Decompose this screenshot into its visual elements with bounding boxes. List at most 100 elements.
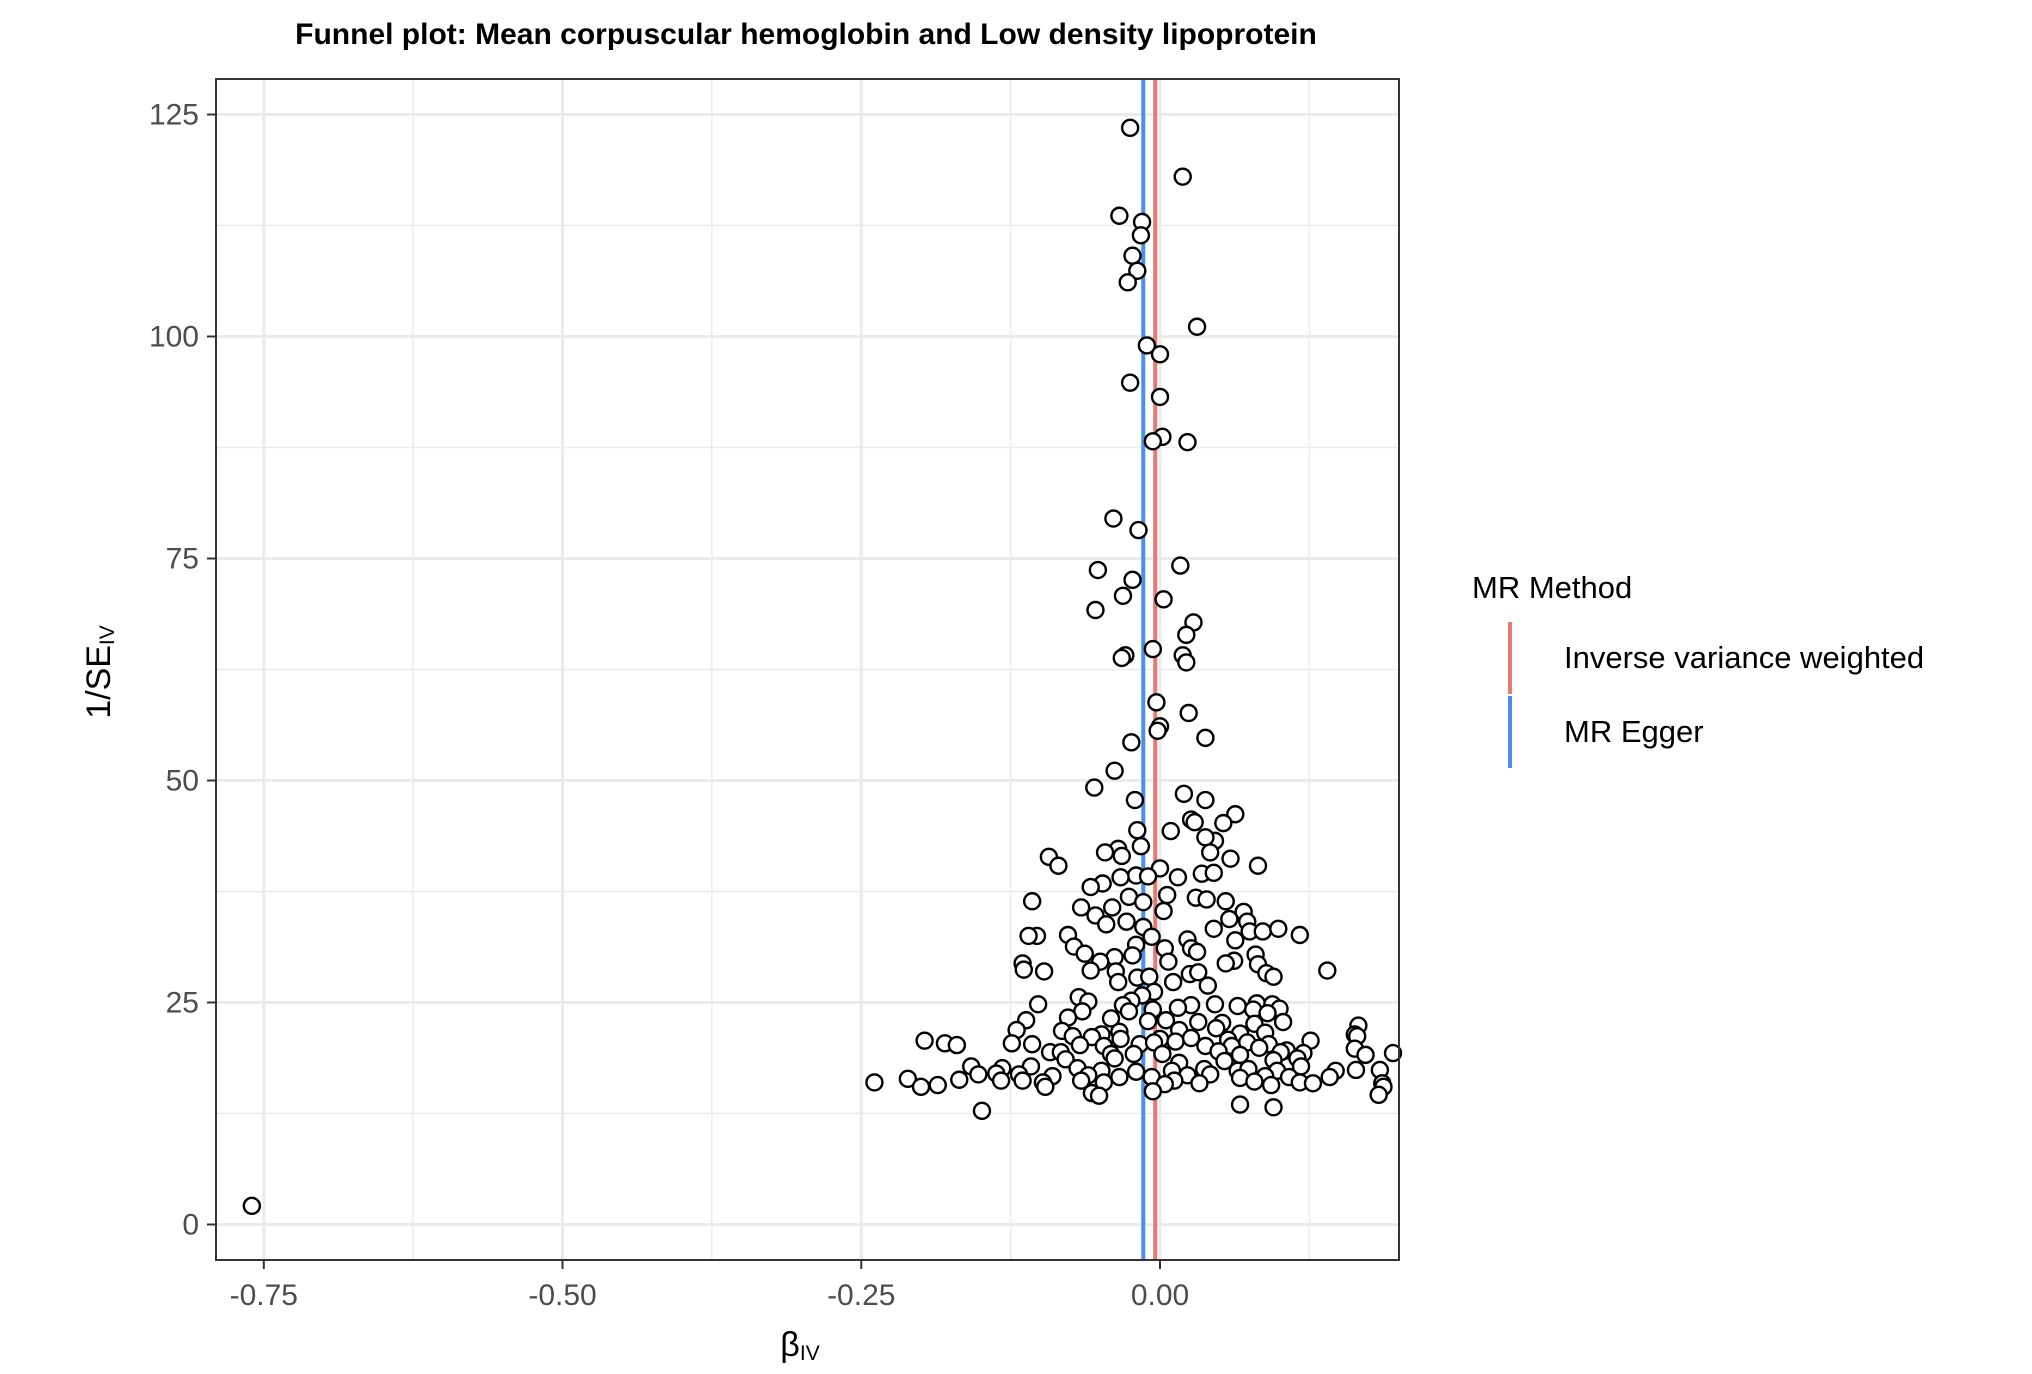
data-point [1189,1012,1208,1032]
data-point [1248,856,1268,875]
data-point [1028,995,1048,1014]
y-tick-label: 25 [166,986,199,1019]
chart-title: Funnel plot: Mean corpuscular hemoglobin… [295,18,1317,51]
x-axis-title-main: β [780,1326,800,1364]
data-point [1196,728,1215,748]
y-axis-title-sub: IV [96,625,119,645]
data-point [1137,336,1157,355]
data-point [1216,892,1235,911]
data-point [1123,570,1142,590]
data-point [1134,892,1153,912]
data-point [1249,1038,1269,1057]
data-point [1118,273,1137,292]
data-point [1383,1043,1403,1063]
x-axis: -0.75 -0.50 -0.25 0.00 [230,1260,1189,1312]
data-point [1369,1085,1388,1105]
data-point [1105,761,1124,780]
data-point [1187,942,1207,962]
data-point [1346,1060,1366,1080]
data-point [1097,915,1116,934]
data-point [1163,972,1183,992]
data-point [1088,560,1108,580]
data-point [1034,962,1054,981]
x-tick-label: -0.25 [827,1279,895,1312]
data-point [1147,693,1166,712]
data-point [1022,1035,1042,1054]
data-point [1196,828,1215,847]
x-tick-label: -0.50 [528,1279,596,1312]
data-point [1226,805,1245,824]
data-point [1111,1029,1130,1049]
data-point [1205,995,1225,1014]
data-point [1124,1044,1143,1064]
y-axis-title-prefix: 1/SE [80,645,118,719]
y-tick-label: 125 [149,99,199,132]
data-point [1123,946,1142,965]
data-point [915,1031,934,1050]
data-point [1110,1067,1129,1087]
plot-panel [215,78,1403,1261]
data-point [1129,520,1148,540]
y-tick-label: 100 [149,321,199,354]
data-point [1204,863,1223,883]
legend: MR Method Inverse variance weighted MR E… [1472,570,1924,768]
data-point [1081,961,1100,980]
data-point [1131,226,1151,245]
data-point [1002,1034,1022,1053]
data-point [1290,925,1310,945]
x-axis-title-sub: IV [800,1342,820,1365]
data-point [1189,963,1208,982]
data-point [1104,509,1123,528]
data-point [1198,976,1218,995]
data-point [1269,919,1288,938]
data-point [1022,892,1042,911]
data-point [947,1035,967,1055]
y-tick-label: 0 [182,1208,199,1241]
data-point [1125,790,1145,810]
data-point [1138,867,1158,886]
data-point [1101,1009,1121,1028]
data-point [1206,1019,1226,1038]
data-point [1159,952,1178,971]
data-point [1036,1077,1055,1097]
data-point [1245,1072,1264,1091]
data-point [1120,373,1140,392]
data-point [1123,246,1142,265]
gridlines [216,79,1399,1260]
data-point [242,1196,262,1216]
data-point [1013,1071,1032,1090]
data-point [1111,868,1130,887]
data-point [1049,856,1068,875]
y-tick-label: 75 [166,543,199,576]
data-point [1119,1002,1139,1021]
data-point [1303,1074,1323,1093]
data-point [1168,868,1188,887]
data-point [1143,639,1163,659]
data-point [1110,206,1129,225]
data-point [1179,703,1198,723]
data-point [1173,167,1192,186]
data-point [1168,998,1188,1018]
data-point [969,1065,988,1084]
data-point [1126,1062,1146,1081]
data-point [1157,885,1177,905]
data-point [1112,846,1131,866]
data-point [1181,1028,1201,1048]
data-point [991,1071,1011,1090]
data-point [1143,1082,1163,1101]
data-point [1138,1011,1158,1031]
data-point [911,1077,931,1097]
data-point [1089,1086,1109,1105]
data-point [1318,961,1337,980]
data-point [1178,432,1197,452]
data-point [1131,837,1151,856]
data-point [1112,648,1131,668]
y-axis-title: 1/SEIV [80,625,119,719]
data-point [1122,733,1141,752]
data-point [1200,843,1220,862]
data-point [1228,996,1247,1016]
data-point [1154,901,1173,921]
data-point [1150,387,1170,407]
data-point [1226,931,1245,950]
